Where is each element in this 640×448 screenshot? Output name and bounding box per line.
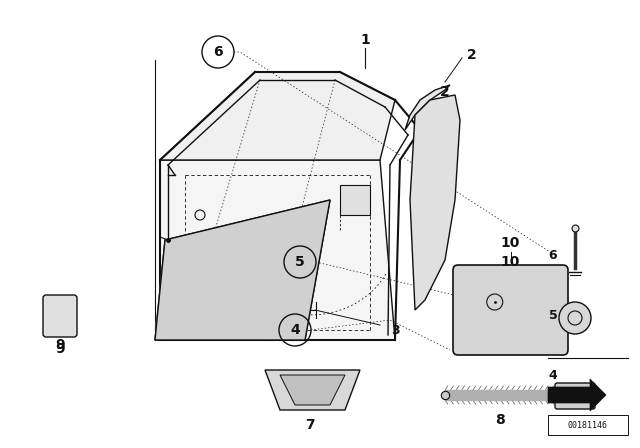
FancyBboxPatch shape [43,295,77,337]
Text: 4: 4 [548,369,557,382]
Text: 2: 2 [440,85,450,99]
Text: 3: 3 [390,323,399,336]
Text: 7: 7 [305,418,315,432]
Text: 9: 9 [55,338,65,352]
Text: 4: 4 [290,323,300,337]
Text: 9: 9 [55,342,65,356]
Text: 5: 5 [548,309,557,322]
Text: 5: 5 [295,255,305,269]
Polygon shape [340,185,370,215]
Polygon shape [155,200,330,340]
Text: 00181146: 00181146 [568,421,608,430]
Text: 1: 1 [360,33,370,47]
Text: 8: 8 [495,413,505,427]
Polygon shape [548,379,606,411]
FancyBboxPatch shape [555,383,595,409]
Polygon shape [265,370,360,410]
Text: 6: 6 [548,249,557,262]
Circle shape [559,302,591,334]
Text: 10: 10 [501,236,520,250]
Text: 6: 6 [213,45,223,59]
Polygon shape [410,95,460,310]
Text: 10: 10 [500,255,520,269]
Polygon shape [160,160,395,340]
FancyBboxPatch shape [453,265,568,355]
Polygon shape [155,200,330,340]
Bar [548,415,628,435]
Polygon shape [160,72,395,160]
Text: 2: 2 [467,48,477,62]
Polygon shape [405,85,450,130]
Polygon shape [280,375,345,405]
